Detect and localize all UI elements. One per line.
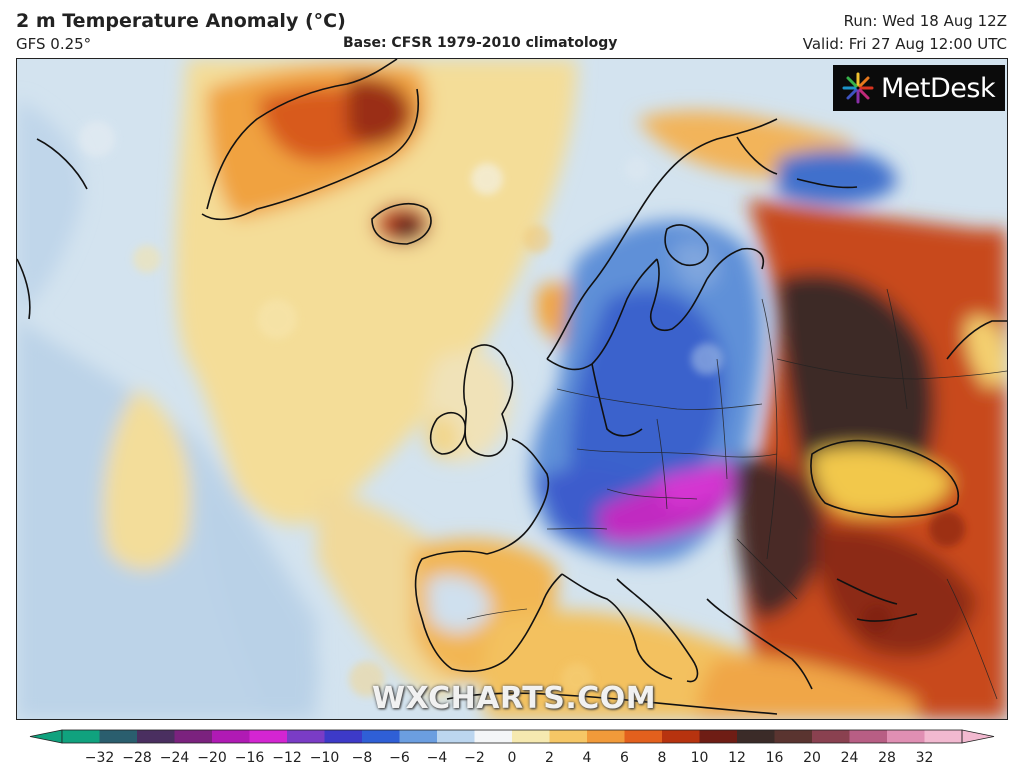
colorbar-swatch — [437, 730, 476, 743]
field-texture — [79, 121, 965, 697]
colorbar-swatch — [249, 730, 288, 743]
colorbar-tick-label: 6 — [620, 750, 629, 766]
colorbar-swatch — [699, 730, 738, 743]
colorbar-swatch — [737, 730, 776, 743]
colorbar-svg: −32 −28 −24 −20 −16 −12 −10 −8 −6 −4 −2 0 2 4 6 8 10 12 16… — [29, 729, 995, 766]
watermark: WXCHARTS.COM — [372, 681, 657, 716]
colorbar-swatch — [362, 730, 401, 743]
colorbar-swatch — [212, 730, 251, 743]
colorbar-tick-label: 0 — [508, 750, 517, 766]
starburst-logo-icon — [842, 72, 874, 104]
climatology-base: Base: CFSR 1979-2010 climatology — [343, 35, 618, 51]
colorbar-swatch — [549, 730, 588, 743]
model-label: GFS 0.25° — [16, 35, 92, 53]
colorbar-tick-label: −28 — [122, 750, 152, 766]
colorbar: −32 −28 −24 −20 −16 −12 −10 −8 −6 −4 −2 0 2 4 6 8 10 12 16… — [0, 724, 1024, 784]
metdesk-logo: MetDesk — [833, 65, 1005, 111]
colorbar-swatch — [812, 730, 851, 743]
colorbar-tick-label: 2 — [545, 750, 554, 766]
colorbar-swatch — [287, 730, 326, 743]
colorbar-tick-label: −20 — [197, 750, 227, 766]
colorbar-swatch — [474, 730, 513, 743]
colorbar-frame — [61, 729, 963, 744]
colorbar-tick-label: 32 — [916, 750, 934, 766]
colorbar-tick-label: −32 — [85, 750, 115, 766]
colorbar-swatch — [99, 730, 138, 743]
colorbar-tick-label: −24 — [160, 750, 190, 766]
colorbar-tick-label: −12 — [272, 750, 302, 766]
colorbar-swatch — [62, 730, 101, 743]
colorbar-right-arrow — [961, 729, 995, 744]
colorbar-swatch — [662, 730, 701, 743]
colorbar-tick-label: 24 — [841, 750, 859, 766]
anomaly-map: MetDesk WXCHARTS.COM — [16, 58, 1008, 720]
colorbar-tick-label: −6 — [389, 750, 410, 766]
colorbar-tick-label: 20 — [803, 750, 821, 766]
colorbar-tick-label: 12 — [728, 750, 746, 766]
colorbar-swatch — [624, 730, 663, 743]
colorbar-tick-label: −4 — [427, 750, 448, 766]
colorbar-swatch — [887, 730, 926, 743]
colorbar-tick-label: 4 — [583, 750, 592, 766]
colorbar-swatch — [324, 730, 363, 743]
logo-text: MetDesk — [881, 72, 996, 104]
colorbar-tick-label: −2 — [464, 750, 485, 766]
valid-time: Valid: Fri 27 Aug 12:00 UTC — [802, 35, 1007, 53]
country-borders — [466, 288, 1007, 700]
colorbar-swatch — [924, 730, 963, 743]
colorbar-tick-label: 28 — [878, 750, 896, 766]
colorbar-swatch — [512, 730, 551, 743]
colorbar-tick-label: 16 — [766, 750, 784, 766]
run-time: Run: Wed 18 Aug 12Z — [843, 12, 1007, 30]
map-canvas — [17, 59, 1007, 719]
colorbar-tick-label: 8 — [658, 750, 667, 766]
chart-title: 2 m Temperature Anomaly (°C) — [16, 10, 346, 32]
colorbar-swatch — [399, 730, 438, 743]
colorbar-swatch — [587, 730, 626, 743]
colorbar-swatch — [849, 730, 888, 743]
colorbar-swatch — [774, 730, 813, 743]
colorbar-left-arrow — [29, 729, 63, 744]
colorbar-tick-label: −8 — [352, 750, 373, 766]
colorbar-swatch — [174, 730, 213, 743]
colorbar-tick-label: 10 — [691, 750, 709, 766]
colorbar-swatch — [137, 730, 176, 743]
anomaly-field — [17, 59, 1007, 719]
colorbar-tick-label: −16 — [235, 750, 265, 766]
colorbar-tick-label: −10 — [310, 750, 340, 766]
coastlines — [17, 59, 1007, 715]
